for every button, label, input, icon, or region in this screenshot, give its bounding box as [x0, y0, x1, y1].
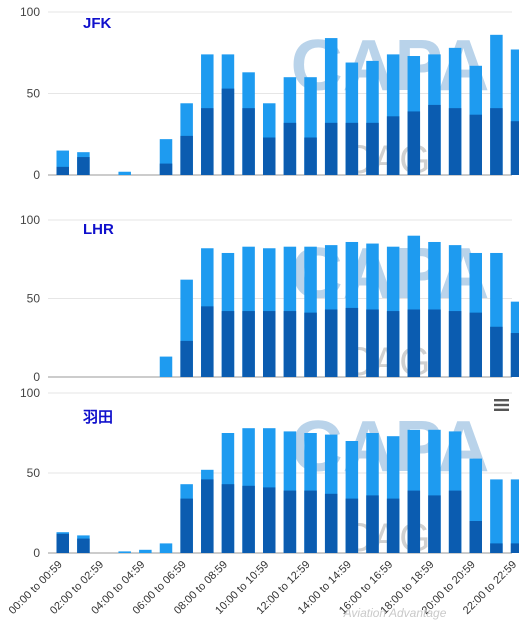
bar-lower — [201, 306, 214, 377]
bar-lower — [510, 543, 519, 553]
y-tick-label: 100 — [20, 386, 40, 400]
bar-lower — [510, 333, 519, 377]
bar-lower — [283, 122, 297, 175]
bar-lower — [283, 490, 297, 553]
y-tick-label: 50 — [27, 292, 41, 306]
bar-lower — [56, 166, 69, 175]
y-tick-label: 50 — [27, 466, 41, 480]
bar-lower — [201, 108, 214, 175]
y-tick-label: 0 — [33, 370, 40, 384]
chart-title: LHR — [83, 221, 114, 238]
bar-lower — [304, 137, 317, 175]
bar-total — [510, 479, 519, 553]
bar-lower — [366, 309, 379, 377]
watermark-footer: Aviation Advantage — [343, 606, 447, 620]
bar-lower — [345, 498, 359, 553]
bar-lower — [448, 311, 462, 377]
bar-lower — [221, 311, 235, 377]
bar-lower — [407, 309, 421, 377]
bar-total — [490, 479, 503, 553]
bar-lower — [469, 521, 482, 553]
bar-lower — [386, 311, 400, 377]
bar-lower — [263, 311, 276, 377]
bar-lower — [469, 312, 482, 377]
y-tick-label: 50 — [27, 87, 41, 101]
menu-button[interactable] — [493, 397, 511, 413]
y-tick-label: 100 — [20, 5, 40, 19]
bar-lower — [386, 498, 400, 553]
bar-lower — [221, 88, 235, 175]
bar-total — [159, 356, 173, 377]
bar-lower — [407, 490, 421, 553]
bar-lower — [304, 312, 317, 377]
bar-lower — [201, 479, 214, 553]
bar-lower — [180, 498, 193, 553]
bar-total — [118, 171, 131, 175]
bar-lower — [490, 543, 503, 553]
bar-total — [159, 543, 173, 553]
bar-lower — [324, 309, 338, 377]
bar-lower — [304, 490, 317, 553]
bar-lower — [77, 157, 90, 175]
bar-lower — [428, 495, 441, 553]
bar-lower — [469, 114, 482, 175]
y-tick-label: 0 — [33, 546, 40, 560]
chart-title: JFK — [83, 15, 112, 32]
bar-lower — [510, 121, 519, 175]
bar-lower — [263, 487, 276, 553]
chart-panel-2: CAPACAG050100LHR — [20, 213, 519, 384]
bar-lower — [428, 309, 441, 377]
bar-lower — [242, 485, 255, 553]
chart-panel-1: CAPACAG050100JFK — [20, 5, 519, 182]
bar-lower — [324, 122, 338, 175]
bar-total — [510, 49, 519, 175]
bar-lower — [448, 490, 462, 553]
bar-lower — [221, 484, 235, 553]
bar-total — [139, 549, 152, 553]
bar-lower — [448, 108, 462, 175]
bar-lower — [345, 122, 359, 175]
chart-title: 羽田 — [83, 409, 113, 426]
chart-panel-3: CAPACAG050100羽田 — [20, 386, 519, 560]
bar-lower — [428, 104, 441, 175]
bar-lower — [490, 326, 503, 377]
y-tick-label: 100 — [20, 213, 40, 227]
bar-lower — [490, 108, 503, 175]
bar-lower — [180, 340, 193, 377]
bar-lower — [263, 137, 276, 175]
bar-lower — [283, 311, 297, 377]
bar-lower — [242, 311, 255, 377]
bar-total — [118, 551, 131, 553]
bar-lower — [324, 493, 338, 553]
bar-lower — [345, 307, 359, 377]
bar-lower — [77, 538, 90, 553]
bar-lower — [56, 533, 69, 553]
y-tick-label: 0 — [33, 168, 40, 182]
bar-lower — [242, 108, 255, 175]
bar-lower — [366, 495, 379, 553]
bar-lower — [407, 111, 421, 175]
bar-lower — [180, 135, 193, 175]
bar-lower — [366, 122, 379, 175]
bar-lower — [159, 163, 173, 175]
bar-lower — [386, 116, 400, 175]
